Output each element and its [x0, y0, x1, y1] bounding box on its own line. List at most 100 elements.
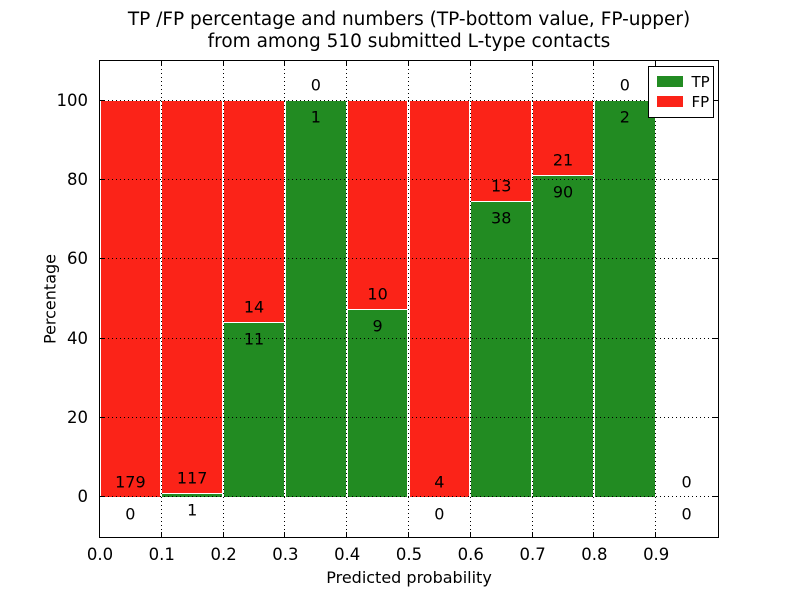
x-tick-mark: [531, 531, 533, 537]
fp-swatch-icon: [656, 96, 683, 107]
x-tick-mark: [222, 60, 224, 66]
y-tick-label: 40: [67, 328, 88, 348]
fp-bar-segment: [346, 100, 409, 309]
x-tick-label: 0.5: [395, 545, 423, 564]
fp-count-label: 179: [115, 472, 146, 492]
y-tick-label: 60: [67, 249, 88, 269]
y-gridline: [99, 417, 718, 418]
tp-count-label: 9: [372, 316, 383, 336]
fp-count-label: 0: [619, 75, 630, 95]
x-gridline: [469, 60, 471, 537]
y-tick-label: 80: [67, 170, 88, 189]
x-tick-mark: [655, 60, 657, 66]
y-tick-label: 20: [67, 408, 88, 427]
tp-count-label: 2: [619, 107, 630, 127]
x-gridline: [160, 60, 162, 537]
x-tick-label: 0.8: [581, 545, 608, 564]
x-gridline: [346, 60, 348, 537]
fp-count-label: 117: [176, 468, 208, 488]
y-gridline: [99, 337, 718, 339]
fp-count-label: 4: [434, 472, 445, 492]
x-tick-mark: [655, 531, 657, 537]
tp-bar-segment: [593, 100, 656, 497]
x-tick-label: 0.2: [210, 545, 237, 564]
legend-label-tp: TP: [691, 72, 710, 91]
y-tick-mark: [712, 258, 718, 260]
x-gridline: [655, 60, 657, 537]
x-tick-mark: [469, 60, 471, 66]
tp-count-label: 90: [552, 182, 574, 202]
y-tick-mark: [712, 417, 718, 418]
x-tick-mark: [160, 60, 162, 66]
y-tick-mark: [712, 337, 718, 339]
tp-swatch-icon: [656, 76, 683, 87]
y-tick-mark: [99, 179, 105, 180]
fp-bar-segment: [408, 100, 471, 497]
x-axis-label: Predicted probability: [326, 568, 492, 587]
x-tick-mark: [469, 531, 471, 537]
plot-area: 179 0 117 1 14 11 0 1 10 9 4 0 13 38 21 90 0 2 0 0 TP FP: [98, 59, 719, 538]
y-tick-mark: [99, 337, 105, 339]
tp-bar-segment: [284, 100, 347, 497]
tp-count-label: 1: [187, 500, 198, 520]
tp-count-label: 0: [434, 504, 445, 524]
x-gridline: [222, 60, 224, 537]
y-tick-mark: [712, 179, 718, 180]
legend-row-tp: TP: [649, 72, 713, 92]
tp-count-label: 0: [125, 504, 136, 524]
y-tick-mark: [712, 99, 718, 101]
chart-title-line1: TP /FP percentage and numbers (TP-bottom…: [127, 9, 691, 30]
x-gridline: [408, 60, 409, 537]
tp-count-label: 11: [243, 329, 265, 349]
fp-bar-segment: [99, 100, 162, 497]
x-tick-label: 0.0: [86, 545, 114, 564]
fp-bar-segment: [223, 100, 285, 323]
y-tick-mark: [99, 496, 105, 498]
x-gridline: [284, 60, 286, 537]
y-gridline: [99, 496, 718, 498]
x-tick-label: 0.7: [519, 545, 546, 564]
x-gridline: [531, 60, 533, 537]
y-gridline: [99, 99, 718, 101]
y-tick-label: 0: [77, 487, 89, 507]
fp-count-label: 0: [310, 75, 321, 95]
fp-count-label: 0: [681, 472, 692, 492]
x-tick-mark: [222, 531, 224, 537]
fp-count-label: 14: [243, 297, 265, 317]
tp-bar-segment: [532, 175, 594, 497]
tp-count-label: 0: [681, 504, 692, 524]
x-tick-label: 0.6: [457, 545, 484, 564]
tp-count-label: 1: [310, 107, 321, 127]
x-tick-label: 0.1: [148, 545, 175, 564]
x-tick-label: 0.3: [272, 545, 299, 564]
y-tick-mark: [99, 99, 105, 101]
y-tick-mark: [712, 496, 718, 498]
x-tick-mark: [284, 531, 286, 537]
x-tick-mark: [99, 60, 100, 66]
x-tick-mark: [99, 531, 100, 537]
x-tick-mark: [593, 60, 595, 66]
chart-title: TP /FP percentage and numbers (TP-bottom…: [91, 9, 727, 52]
x-tick-mark: [408, 60, 409, 66]
x-tick-mark: [346, 531, 348, 537]
x-tick-mark: [160, 531, 162, 537]
x-tick-mark: [284, 60, 286, 66]
tp-bar-segment: [470, 201, 533, 497]
fp-count-label: 13: [491, 176, 512, 196]
legend-label-fp: FP: [691, 92, 710, 111]
legend-row-fp: FP: [649, 92, 713, 112]
x-tick-mark: [408, 531, 409, 537]
tp-count-label: 38: [491, 208, 512, 228]
y-tick-mark: [99, 258, 105, 260]
fp-count-label: 21: [552, 150, 574, 170]
fp-bar-segment: [161, 100, 224, 494]
legend: TP FP: [647, 65, 714, 118]
y-tick-mark: [99, 417, 105, 418]
x-tick-mark: [593, 531, 595, 537]
x-tick-label: 0.4: [334, 545, 361, 564]
y-gridline: [99, 258, 718, 260]
fp-count-label: 10: [367, 284, 388, 304]
x-tick-label: 0.9: [643, 545, 670, 564]
x-tick-mark: [346, 60, 348, 66]
